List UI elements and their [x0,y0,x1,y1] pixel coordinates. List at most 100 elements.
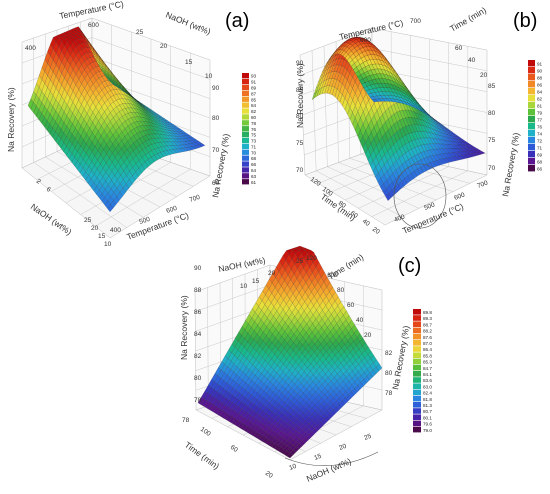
panel-b-legend-swatch [528,109,535,116]
panel-b-tick: 700 [476,179,489,189]
panel-a-legend-value: 61 [251,180,257,185]
panel-a-legend-value: 93 [251,74,257,79]
panel-b-legend-swatch [528,81,535,88]
panel-c-z-axis-label-left: Na Recovery (%) [179,295,189,360]
panel-c-legend-swatch [413,315,421,321]
panel-c-tick: 100 [199,426,212,438]
panel-a-legend-swatch [242,78,249,85]
panel-a-legend-value: 87 [251,91,257,96]
panel-a-legend-value: 85 [251,97,257,102]
panel-a-legend-swatch [242,90,249,96]
panel-a-tick: 500 [138,216,151,226]
panel-c-legend-value: 89.3 [423,316,432,321]
panel-a-legend-swatch [242,126,249,132]
panel-a-legend-value: 76 [251,127,257,132]
panel-a-legend-swatch [242,102,249,108]
panel-c-legend-swatch [413,414,421,420]
panel-b-legend-value: 81 [537,104,543,109]
panel-b-legend-value: 79 [537,111,543,116]
panel-a-legend-swatch [242,179,249,185]
panel-a-tick: 25 [84,217,92,224]
panel-c-label: (c) [398,255,421,277]
panel-b-legend-value: 71 [537,146,543,151]
panel-c-tick: 20 [268,270,276,277]
panel-b-legend-swatch [528,130,535,137]
panel-c-legend-value: 88.2 [423,329,432,334]
panel-a-top-temperature-label: Temperature (°C) [58,0,124,21]
panel-c-tick: 15 [313,453,323,462]
panel-c-tick: 88 [194,287,202,294]
panel-b-legend-value: 86 [537,83,543,88]
panel-b-top-time-label: Time (min) [448,5,488,34]
panel-c-legend-value: 83.0 [423,384,432,389]
panel-b-legend-swatch [528,123,535,130]
panel-a-legend-swatch [242,96,249,102]
panel-c-legend-swatch [413,321,421,327]
panel-c-tick: 15 [252,278,260,285]
panel-a-legend-value: 70 [251,150,257,155]
panel-c-tick: 80 [194,375,202,382]
panel-b-legend-swatch [528,165,535,172]
panel-c-legend-swatch [413,358,421,365]
panel-a-tick: 70 [212,147,220,154]
panel-c-tick: 25 [363,433,373,442]
panel-a-legend-swatch [242,173,249,179]
panel-a-tick: 400 [25,45,36,52]
panel-c-tick: 25 [296,258,304,265]
panel-c-legend-swatch [413,389,421,396]
panel-b-tick: 40 [361,218,371,228]
panel-a-legend-value: 80 [251,115,257,120]
panel-b-legend-swatch [528,116,535,123]
panel-c-tick: 84 [194,331,202,338]
panel-b-legend-swatch [528,102,535,109]
panel-a-legend-swatch [242,84,249,91]
panel-b-tick: 80 [296,113,304,120]
panel-a-legend-value: 78 [251,121,257,126]
panel-c-legend-swatch [413,426,421,433]
panel-a: (a) Temperature (°C) NaOH (wt%) Na Recov… [6,0,257,248]
panel-a-legend-value: 71 [251,145,257,150]
panel-b-legend-value: 68 [537,160,543,165]
panel-b-legend-value: 91 [537,62,543,67]
panel-a-top-naoh-label: NaOH (wt%) [164,10,212,37]
panel-a-tick: 6 [45,186,52,194]
panel-a-legend-value: 68 [251,156,257,161]
panel-a-legend-swatch [242,149,249,155]
panel-c-legend-value: 86.4 [423,347,432,352]
panel-b-floor-gridline [371,170,468,217]
panel-c-legend-swatch [413,395,421,402]
panel-a-tick: 600 [165,205,178,215]
panel-b-facet [477,150,486,155]
panel-c-legend-value: 81.3 [423,403,432,408]
panel-b-tick: 20 [371,226,381,236]
panel-b-tick: 70 [488,165,496,172]
panel-c-legend-value: 79.6 [423,422,432,427]
panel-a-legend-swatch [242,161,249,167]
panel-b-legend-value: 77 [537,118,543,123]
panel-c-tick: 78 [194,397,202,404]
panel-c-tick: 80 [385,370,393,377]
panel-a-tick: 20 [160,43,168,50]
panel-c-legend-value: 88.7 [423,322,432,327]
panel-c-legend-value: 85.8 [423,353,432,358]
panel-c-tick: 78 [385,390,393,397]
panel-a-legend-swatch [242,143,249,149]
panel-c-legend: 89.889.388.7 88.287.687.086.485.8 85.384.7… [413,309,432,433]
panel-c-legend-value: 84.1 [423,372,432,377]
panel-c: (c) NaOH (wt%) Time (min) Na Recovery (%… [179,245,432,484]
panel-b-legend-swatch [528,88,535,95]
panel-b-legend-value: 88 [537,76,543,81]
panel-c-tick: 120 [306,255,317,262]
panel-b-legend: 91 90 88 86 84 82 81 79 77 76 74 72 71 69 68 66 [528,60,543,172]
panel-c-legend-swatch [413,346,421,352]
panel-a-z-axis-label-left: Na Recovery (%) [6,87,16,152]
panel-b-tick: 80 [488,110,496,117]
panel-a-floor-gridline [95,168,191,227]
panel-a-legend-value: 82 [251,109,257,114]
panel-c-surface [197,245,383,459]
panel-a-facet [198,143,206,147]
panel-c-legend-swatch [413,333,421,340]
panel-a-tick: 60 [212,180,220,187]
panel-c-legend-value: 79.0 [423,428,432,433]
